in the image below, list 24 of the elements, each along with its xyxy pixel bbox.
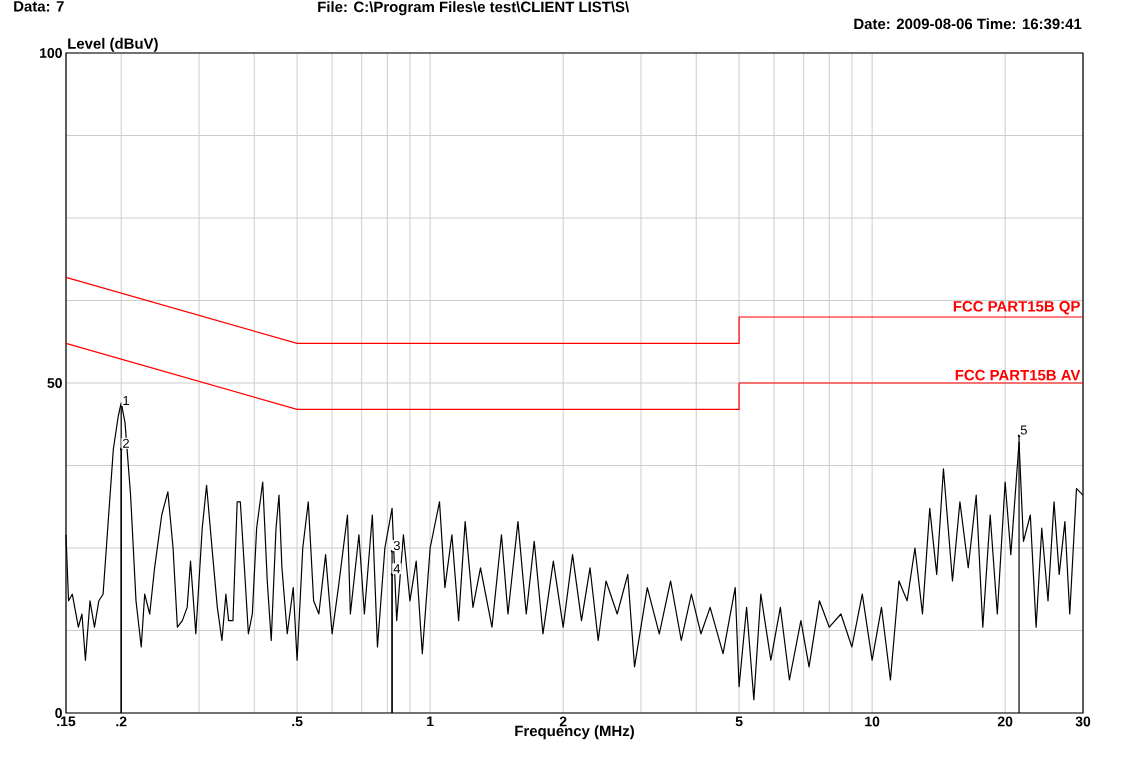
annotation: 3 <box>393 540 400 551</box>
x-tick-label: 10 <box>865 716 880 727</box>
y-tick-label: 0 <box>55 708 62 718</box>
x-tick-label: .15 <box>57 716 76 727</box>
x-tick-label: 1 <box>427 716 434 727</box>
x-tick-label: .5 <box>292 716 303 727</box>
y-tick-label: 50 <box>47 378 62 388</box>
annotation: 2 <box>123 438 129 448</box>
x-axis-title: Frequency (MHz) <box>515 725 634 740</box>
text: Data: 7 <box>14 1 64 12</box>
series-label: FCC PART15B QP <box>953 301 1080 315</box>
text: File: C:\Program Files\e test\CLIENT LIST\S\ <box>318 1 629 16</box>
text: Date: 2009-08-06 Time: 16:39:41 <box>854 18 1082 30</box>
x-tick-label: 5 <box>735 716 743 727</box>
y-axis-title: Level (dBuV) <box>68 37 158 52</box>
annotation: 1 <box>123 395 129 405</box>
x-tick-label: .2 <box>116 716 127 727</box>
series-label: FCC PART15B AV <box>955 369 1081 381</box>
x-tick-label: 30 <box>1075 716 1091 727</box>
annotation: 4 <box>393 564 401 574</box>
x-tick-label: 20 <box>997 716 1013 727</box>
annotation: 5 <box>1020 425 1027 435</box>
y-tick-label: 100 <box>40 48 62 58</box>
x-tick-label: 2 <box>559 716 567 727</box>
